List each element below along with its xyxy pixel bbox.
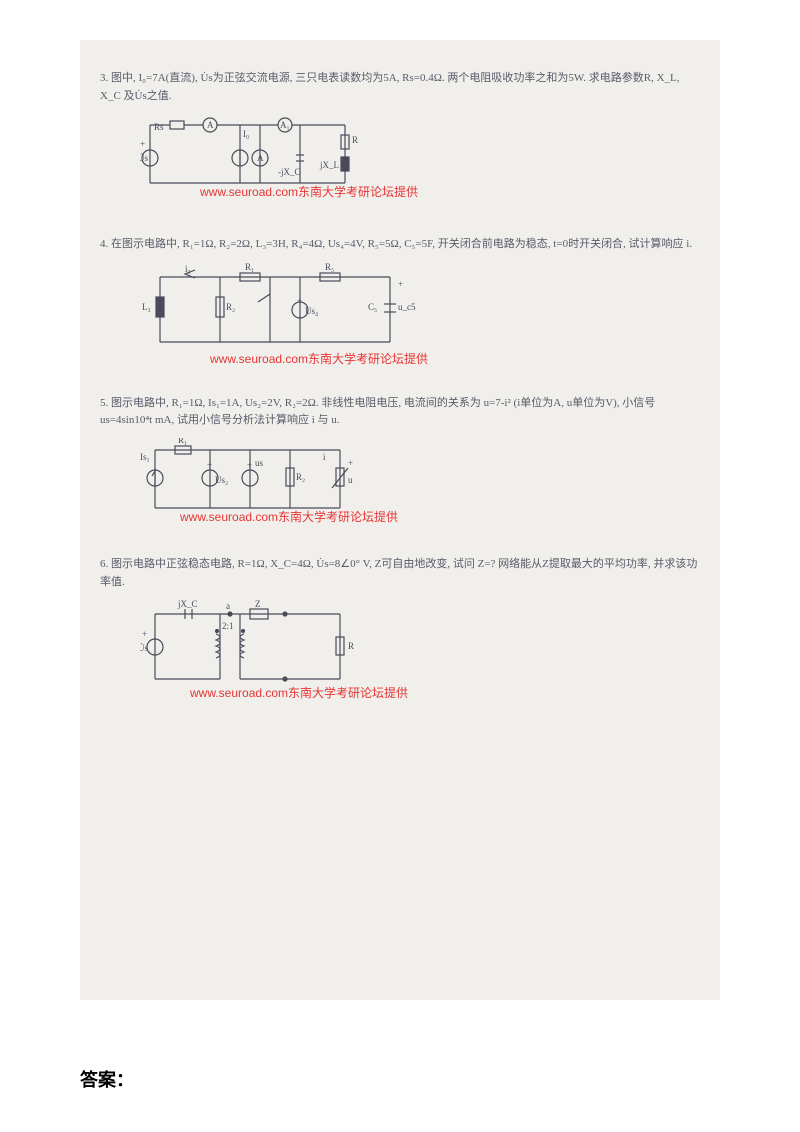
svg-text:+: + xyxy=(348,458,353,468)
problem-number: 5. xyxy=(100,397,108,409)
watermark-3: www.seuroad.com东南大学考研论坛提供 xyxy=(200,183,418,200)
problem-4: 4. 在图示电路中, R₁=1Ω, R₂=2Ω, L₃=3H, R₄=4Ω, U… xyxy=(100,236,700,367)
problem-number: 6. xyxy=(100,558,108,570)
svg-text:U̇s: U̇s xyxy=(140,643,148,653)
svg-text:R₂: R₂ xyxy=(296,472,305,482)
watermark-6: www.seuroad.com东南大学考研论坛提供 xyxy=(190,684,408,701)
svg-text:A: A xyxy=(257,153,264,163)
svg-text:+: + xyxy=(140,139,145,149)
circuit-4: R₁ R₅ i₃ L₃ R₂ + Us₄ C₅ xyxy=(140,262,700,367)
svg-text:u: u xyxy=(348,475,353,485)
svg-text:I₀: I₀ xyxy=(243,129,249,139)
svg-text:A₁: A₁ xyxy=(280,120,290,130)
problem-statement: 图示电路中, R₁=1Ω, Is₁=1A, Us₂=2V, R₂=2Ω. 非线性… xyxy=(100,397,655,427)
svg-text:a: a xyxy=(226,601,230,611)
problem-6: 6. 图示电路中正弦稳态电路, R=1Ω, X_C=4Ω, U̇s=8∠0° V… xyxy=(100,556,700,704)
svg-text:2:1: 2:1 xyxy=(222,621,234,631)
svg-text:L₃: L₃ xyxy=(142,302,151,312)
svg-text:+: + xyxy=(398,279,403,289)
problem-3: 3. 图中, I₀=7A(直流), U̇s为正弦交流电源, 三只电表读数均为5A… xyxy=(100,70,700,208)
watermark-4: www.seuroad.com东南大学考研论坛提供 xyxy=(210,350,428,367)
svg-text:i: i xyxy=(323,452,326,462)
circuit-4-svg: R₁ R₅ i₃ L₃ R₂ + Us₄ C₅ xyxy=(140,262,420,362)
problem-statement: 图中, I₀=7A(直流), U̇s为正弦交流电源, 三只电表读数均为5A, R… xyxy=(100,72,680,102)
svg-text:+: + xyxy=(207,460,212,470)
svg-text:Us₂: Us₂ xyxy=(215,475,228,485)
circuit-5: R₁ Is₁ + Us₂ us + R₂ i + xyxy=(140,438,700,528)
svg-text:+: + xyxy=(297,296,302,306)
svg-text:R₂: R₂ xyxy=(226,302,235,312)
problem-4-text: 4. 在图示电路中, R₁=1Ω, R₂=2Ω, L₃=3H, R₄=4Ω, U… xyxy=(100,236,700,254)
circuit-3: Rs A A₁ + U̇s I₀ A xyxy=(140,113,700,208)
svg-text:R₁: R₁ xyxy=(245,262,254,272)
svg-text:jX_C: jX_C xyxy=(177,599,198,609)
problem-number: 4. xyxy=(100,238,108,250)
svg-text:u_c5: u_c5 xyxy=(398,302,416,312)
svg-text:U̇s: U̇s xyxy=(140,153,148,163)
circuit-6: jX_C Z a + U̇s 2:1 R xyxy=(140,599,700,704)
svg-text:R: R xyxy=(348,641,354,651)
problem-3-text: 3. 图中, I₀=7A(直流), U̇s为正弦交流电源, 三只电表读数均为5A… xyxy=(100,70,700,105)
svg-text:Rs: Rs xyxy=(154,122,164,132)
svg-text:+: + xyxy=(247,460,252,470)
svg-text:us: us xyxy=(255,458,264,468)
svg-text:R: R xyxy=(352,135,358,145)
watermark-5: www.seuroad.com东南大学考研论坛提供 xyxy=(180,508,398,525)
answer-heading: 答案： xyxy=(80,1066,134,1092)
svg-text:R₁: R₁ xyxy=(178,438,187,445)
svg-text:Z: Z xyxy=(255,599,261,609)
svg-text:R₅: R₅ xyxy=(325,262,334,272)
svg-text:A: A xyxy=(207,120,214,130)
svg-text:C₅: C₅ xyxy=(368,302,377,312)
svg-text:+: + xyxy=(142,629,147,639)
problem-6-text: 6. 图示电路中正弦稳态电路, R=1Ω, X_C=4Ω, U̇s=8∠0° V… xyxy=(100,556,700,591)
problem-statement: 在图示电路中, R₁=1Ω, R₂=2Ω, L₃=3H, R₄=4Ω, Us₄=… xyxy=(111,238,692,250)
svg-text:jX_L: jX_L xyxy=(319,160,339,170)
problem-5: 5. 图示电路中, R₁=1Ω, Is₁=1A, Us₂=2V, R₂=2Ω. … xyxy=(100,395,700,528)
problem-5-text: 5. 图示电路中, R₁=1Ω, Is₁=1A, Us₂=2V, R₂=2Ω. … xyxy=(100,395,700,430)
scanned-page: 3. 图中, I₀=7A(直流), U̇s为正弦交流电源, 三只电表读数均为5A… xyxy=(80,40,720,1000)
svg-text:Us₄: Us₄ xyxy=(305,306,318,316)
svg-text:Is₁: Is₁ xyxy=(140,452,150,462)
problem-statement: 图示电路中正弦稳态电路, R=1Ω, X_C=4Ω, U̇s=8∠0° V, Z… xyxy=(100,558,697,588)
svg-text:-jX_C: -jX_C xyxy=(278,167,301,177)
problem-number: 3. xyxy=(100,72,108,84)
